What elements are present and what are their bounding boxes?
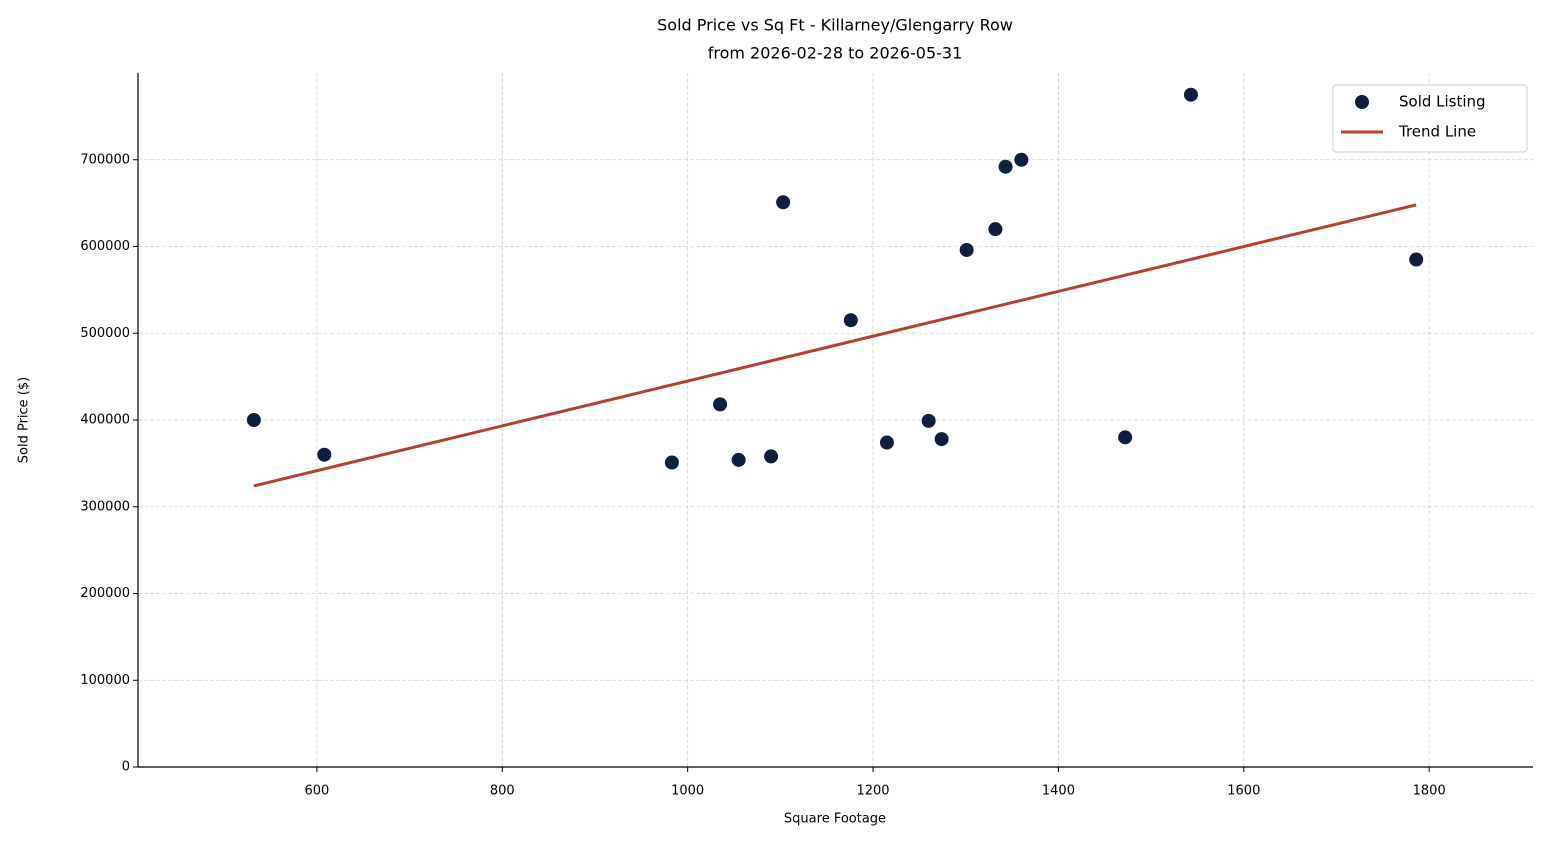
point <box>1409 252 1424 267</box>
y-tick-label: 600000 <box>80 239 130 254</box>
point <box>1183 87 1198 102</box>
x-tick-label: 1400 <box>1042 784 1075 799</box>
point <box>764 449 779 464</box>
point <box>843 313 858 328</box>
point <box>1118 430 1133 445</box>
y-tick-label: 700000 <box>80 152 130 167</box>
legend-box <box>1332 84 1528 153</box>
point <box>776 195 791 210</box>
point <box>879 435 894 450</box>
point <box>317 447 332 462</box>
y-axis-label: Sold Price ($) <box>17 377 32 463</box>
legend-label: Trend Line <box>1398 123 1476 141</box>
point <box>998 159 1013 174</box>
trend-line <box>253 203 1417 488</box>
y-tick-label: 0 <box>122 760 130 775</box>
point <box>664 455 679 470</box>
point <box>246 413 261 427</box>
chart-title: Sold Price vs Sq Ft - Killarney/Glengarr… <box>657 16 1013 35</box>
legend-label: Sold Listing <box>1399 93 1486 111</box>
point <box>921 413 936 428</box>
x-tick-label: 800 <box>490 784 515 799</box>
x-tick-label: 1800 <box>1413 784 1446 799</box>
y-tick-label: 400000 <box>80 413 130 428</box>
x-axis-label: Square Footage <box>784 812 886 827</box>
point <box>959 242 974 257</box>
point <box>1014 152 1029 167</box>
chart-subtitle: from 2026-02-28 to 2026-05-31 <box>708 44 963 63</box>
x-tick-label: 1200 <box>856 784 889 799</box>
point <box>731 452 746 467</box>
y-tick-label: 300000 <box>80 499 130 514</box>
y-tick-label: 200000 <box>80 586 130 601</box>
point <box>988 222 1003 237</box>
legend-marker <box>1355 95 1369 109</box>
point <box>713 397 728 412</box>
y-tick-label: 500000 <box>80 326 130 341</box>
point <box>934 432 949 447</box>
x-tick-label: 600 <box>304 784 329 799</box>
x-tick-label: 1600 <box>1227 784 1260 799</box>
y-tick-label: 100000 <box>80 673 130 688</box>
x-tick-label: 1000 <box>671 784 704 799</box>
